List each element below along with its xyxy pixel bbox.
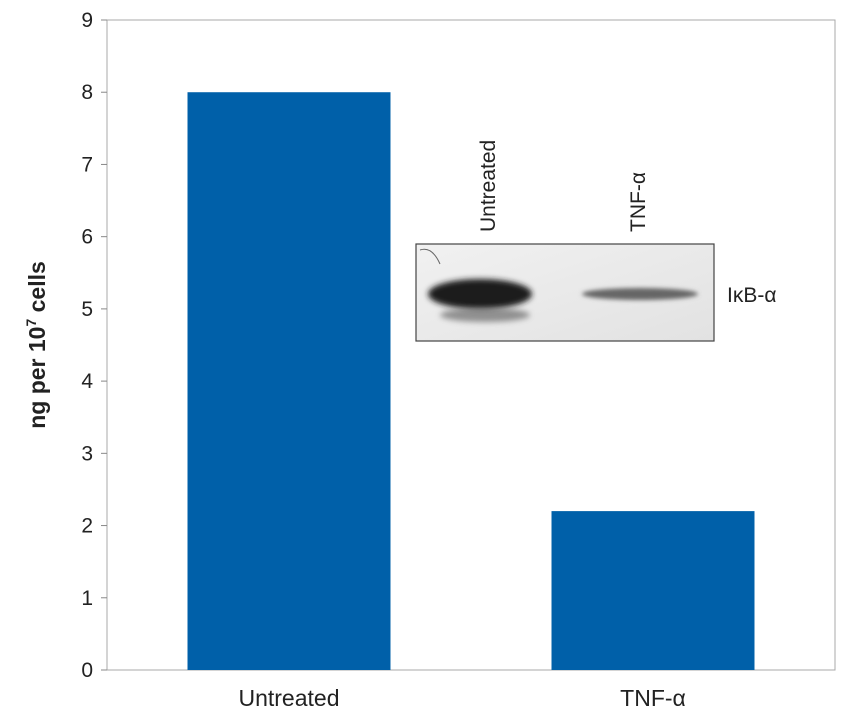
x-tick-label: TNF-α	[620, 685, 686, 711]
x-axis-labels: Untreated TNF-α	[238, 685, 685, 711]
bars	[187, 92, 755, 670]
y-tick-label: 1	[81, 587, 93, 610]
blot-scratch	[419, 248, 441, 265]
y-axis-label-exponent: 7	[23, 319, 39, 327]
band-tnf	[582, 288, 698, 300]
y-axis-label: ng per 107 cells	[23, 261, 50, 429]
inset-lane-label-untreated: Untreated	[477, 140, 500, 232]
plot-frame	[106, 19, 836, 671]
band-untreated-shadow	[440, 308, 530, 322]
y-tick-label: 2	[81, 515, 93, 538]
y-tick-label: 4	[81, 370, 93, 393]
inset-band-label: IκB-α	[727, 284, 776, 307]
x-tick-label: Untreated	[238, 685, 339, 711]
inset-lane-label-tnf: TNF-α	[627, 172, 650, 232]
y-axis-label-main: ng per 10	[24, 327, 50, 429]
bar-1	[551, 511, 755, 670]
y-tick-label: 5	[81, 298, 93, 321]
y-axis-label-suffix: cells	[24, 261, 50, 319]
y-tick-label: 3	[81, 442, 93, 465]
y-tick-label: 6	[81, 226, 93, 249]
western-blot-inset: Untreated TNF-α IκB-α	[415, 140, 776, 342]
band-untreated	[428, 279, 532, 309]
y-tick-label: 8	[81, 81, 93, 104]
bar-0	[187, 92, 391, 670]
y-tick-label: 7	[81, 153, 93, 176]
y-tick-label: 9	[81, 9, 93, 32]
y-tick-label: 0	[81, 659, 93, 682]
y-axis: 0 1 2 3 4 5 6 7 8 9	[81, 9, 107, 682]
